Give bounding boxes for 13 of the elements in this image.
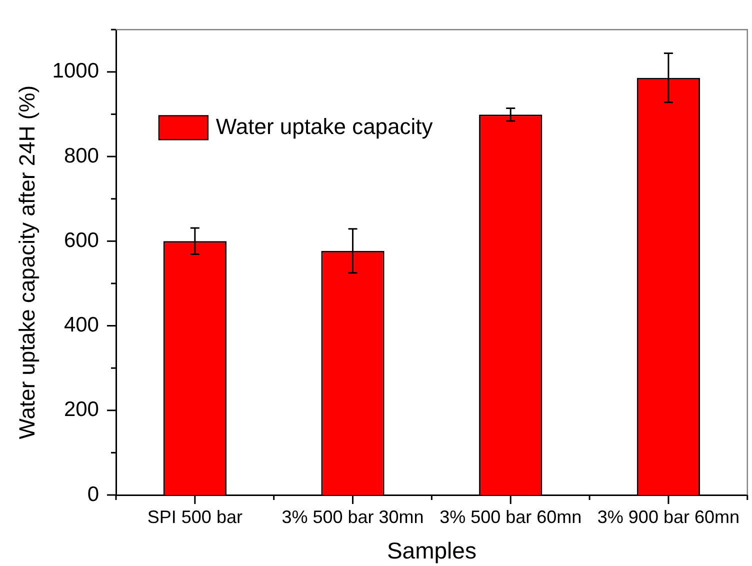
y-axis-title: Water uptake capacity after 24H (%) <box>14 85 40 440</box>
y-tick-label: 800 <box>64 144 99 168</box>
x-tick-label: 3% 500 bar 60mn <box>440 506 582 527</box>
y-tick-label: 400 <box>64 314 99 337</box>
x-tick-label: SPI 500 bar <box>147 506 242 527</box>
legend-label: Water uptake capacity <box>216 114 433 139</box>
y-tick-label: 0 <box>87 482 99 506</box>
y-tick-label: 1000 <box>52 60 99 83</box>
x-axis-title: Samples <box>386 538 476 564</box>
x-tick-label: 3% 900 bar 60mn <box>597 506 740 527</box>
y-tick-label: 600 <box>64 228 99 252</box>
y-tick-label: 200 <box>64 398 99 422</box>
x-tick-label: 3% 500 bar 30mn <box>282 506 424 527</box>
